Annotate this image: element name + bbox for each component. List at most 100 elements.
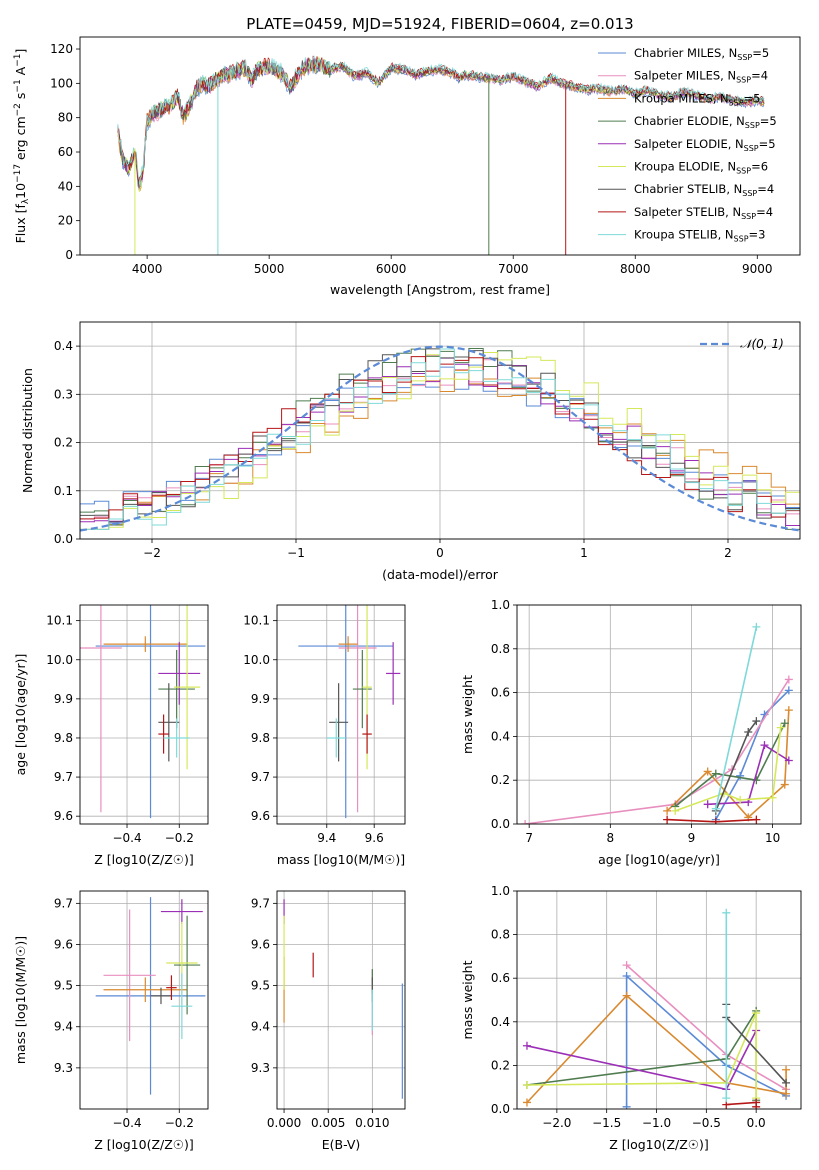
series-9-spectrum-line xyxy=(117,55,765,186)
x-tick-label: 8 xyxy=(606,831,614,845)
y-tick-label: 0.2 xyxy=(491,1058,510,1072)
errorbar-point xyxy=(171,973,193,1040)
residuals-panel: −2 −1 0 1 2 0.0 0.1 0.2 0.3 0.4 (data-model)/error… xyxy=(20,321,801,582)
plot-frame xyxy=(79,36,801,256)
y-tick-label: 9.7 xyxy=(251,896,270,910)
series-5-line xyxy=(707,743,790,806)
x-tick-label: 7 xyxy=(525,831,533,845)
errorbar-point xyxy=(103,977,188,1003)
errorbar-point xyxy=(80,605,122,813)
errorbar-point xyxy=(150,987,172,1005)
weight-series xyxy=(521,622,793,824)
errorbar-point xyxy=(163,718,190,758)
series-1-line xyxy=(715,689,790,820)
y-tick-label: 9.7 xyxy=(54,770,73,784)
y-tick-label: 0.3 xyxy=(54,387,73,401)
plot-frame xyxy=(79,604,209,825)
errorbar-point xyxy=(103,636,188,652)
series-point-marker xyxy=(522,1041,531,1050)
y-tick-label: 0.6 xyxy=(491,971,510,985)
x-axis-label: (data-model)/error xyxy=(382,567,499,582)
errorbars xyxy=(80,605,206,819)
x-tick-label: 9 xyxy=(688,831,696,845)
legend-entry: Chabrier STELIB, NSSP=4 xyxy=(634,182,774,198)
massweight-vs-Z-panel: −2.0 −1.5 −1.0 −0.5 0.0 0.0 0.2 0.4 0.6 0.8 1.0 Z [… xyxy=(460,884,802,1152)
series-point-marker xyxy=(671,806,680,815)
errorbar-point xyxy=(386,642,401,705)
spectrum-lines xyxy=(117,55,765,255)
y-tick-label: 10.0 xyxy=(46,653,73,667)
legend-entry: Kroupa MILES, NSSP=5 xyxy=(634,91,760,107)
figure-title: PLATE=0459, MJD=51924, FIBERID=0604, z=0… xyxy=(246,15,633,33)
y-tick-label: 9.9 xyxy=(251,692,270,706)
series-6-line xyxy=(526,1012,758,1099)
x-tick-label: 0.0 xyxy=(747,1116,766,1130)
x-axis-label: mass [log10(M/M☉)] xyxy=(277,852,405,867)
series-point-marker xyxy=(622,961,631,970)
series-point-marker xyxy=(711,817,720,824)
legend-entry: 𝒩(0, 1) xyxy=(740,337,784,351)
x-tick-label: −2.0 xyxy=(542,1116,571,1130)
y-axis-label: mass [log10(M/M☉)] xyxy=(13,936,28,1064)
errorbar-point xyxy=(338,605,377,813)
x-tick-label: 9000 xyxy=(742,262,773,276)
mass-vs-Z-panel: −0.4 −0.2 9.3 9.4 9.5 9.6 9.7 Z [log10(Z/Z☉)] ma… xyxy=(13,890,209,1152)
series-point-marker xyxy=(784,686,793,695)
age-vs-mass-panel: 9.4 9.6 9.6 9.7 9.8 9.9 10.0 10.1 mass [log10(M/… xyxy=(243,604,406,867)
x-tick-label: −0.2 xyxy=(165,1116,194,1130)
y-tick-label: 10.1 xyxy=(243,614,270,628)
errorbar-point xyxy=(158,642,201,705)
x-tick-label: 1 xyxy=(580,546,588,560)
y-axis-label: age [log10(age/yr)] xyxy=(13,654,28,776)
series-point-marker xyxy=(703,767,712,776)
plot-frame xyxy=(276,890,406,1110)
series-point-marker xyxy=(703,800,712,809)
y-tick-label: 9.4 xyxy=(54,1020,73,1034)
errorbar-point xyxy=(329,683,349,762)
series-point-marker xyxy=(752,1009,761,1018)
errorbars xyxy=(298,605,401,819)
series-point-marker xyxy=(752,815,761,824)
x-tick-label: 6000 xyxy=(376,262,407,276)
spectrum-legend: Chabrier MILES, NSSP=5 Salpeter MILES, NS… xyxy=(598,46,777,244)
series-point-marker xyxy=(776,723,785,732)
series-point-marker xyxy=(760,741,769,750)
y-tick-label: 0.4 xyxy=(491,1015,510,1029)
x-tick-label: −0.5 xyxy=(692,1116,721,1130)
x-tick-label: −0.4 xyxy=(112,831,141,845)
y-tick-label: 0.8 xyxy=(491,642,510,656)
x-axis-label: Z [log10(Z/Z☉)] xyxy=(94,1137,194,1152)
series-point-marker xyxy=(784,706,793,715)
x-tick-label: −1.5 xyxy=(592,1116,621,1130)
x-tick-label: 7000 xyxy=(498,262,529,276)
x-tick-label: 9.6 xyxy=(365,831,384,845)
legend-entry: Salpeter STELIB, NSSP=4 xyxy=(634,205,773,221)
x-tick-label: −1.0 xyxy=(642,1116,671,1130)
series-4-line xyxy=(674,722,786,808)
y-tick-label: 9.6 xyxy=(54,937,73,951)
x-tick-label: 4000 xyxy=(132,262,163,276)
errorbar-point xyxy=(158,649,195,729)
series-point-marker xyxy=(711,769,720,778)
x-tick-label: 0.005 xyxy=(311,1116,345,1130)
errorbar-point xyxy=(158,714,169,754)
age-vs-Z-panel: −0.4 −0.2 9.6 9.7 9.8 9.9 10.0 10.1 Z [log10(Z/Z… xyxy=(13,604,209,867)
y-tick-label: 9.3 xyxy=(251,1061,270,1075)
errorbar-point xyxy=(352,649,372,729)
series-8-line xyxy=(726,1101,758,1107)
y-axis-label: Flux [fλ10−17 erg cm−2 s−1 A−1] xyxy=(13,49,31,244)
series-point-marker xyxy=(780,780,789,789)
series-point-marker xyxy=(711,804,720,813)
series-point-marker xyxy=(736,771,745,780)
massweight-vs-age-panel: 7 8 9 10 0.0 0.2 0.4 0.6 0.8 1.0 age [log10(age/yr… xyxy=(460,598,802,867)
x-axis-label: wavelength [Angstrom, rest frame] xyxy=(330,282,550,297)
errorbar-point xyxy=(362,714,372,754)
series-8-line xyxy=(667,818,757,823)
y-tick-label: 9.6 xyxy=(251,937,270,951)
series-point-marker xyxy=(782,1078,791,1087)
y-tick-label: 0.0 xyxy=(491,817,510,831)
y-tick-label: 0 xyxy=(65,248,73,262)
x-tick-label: 0.010 xyxy=(355,1116,389,1130)
errorbar-point xyxy=(158,683,180,762)
plot-frame xyxy=(516,604,802,825)
